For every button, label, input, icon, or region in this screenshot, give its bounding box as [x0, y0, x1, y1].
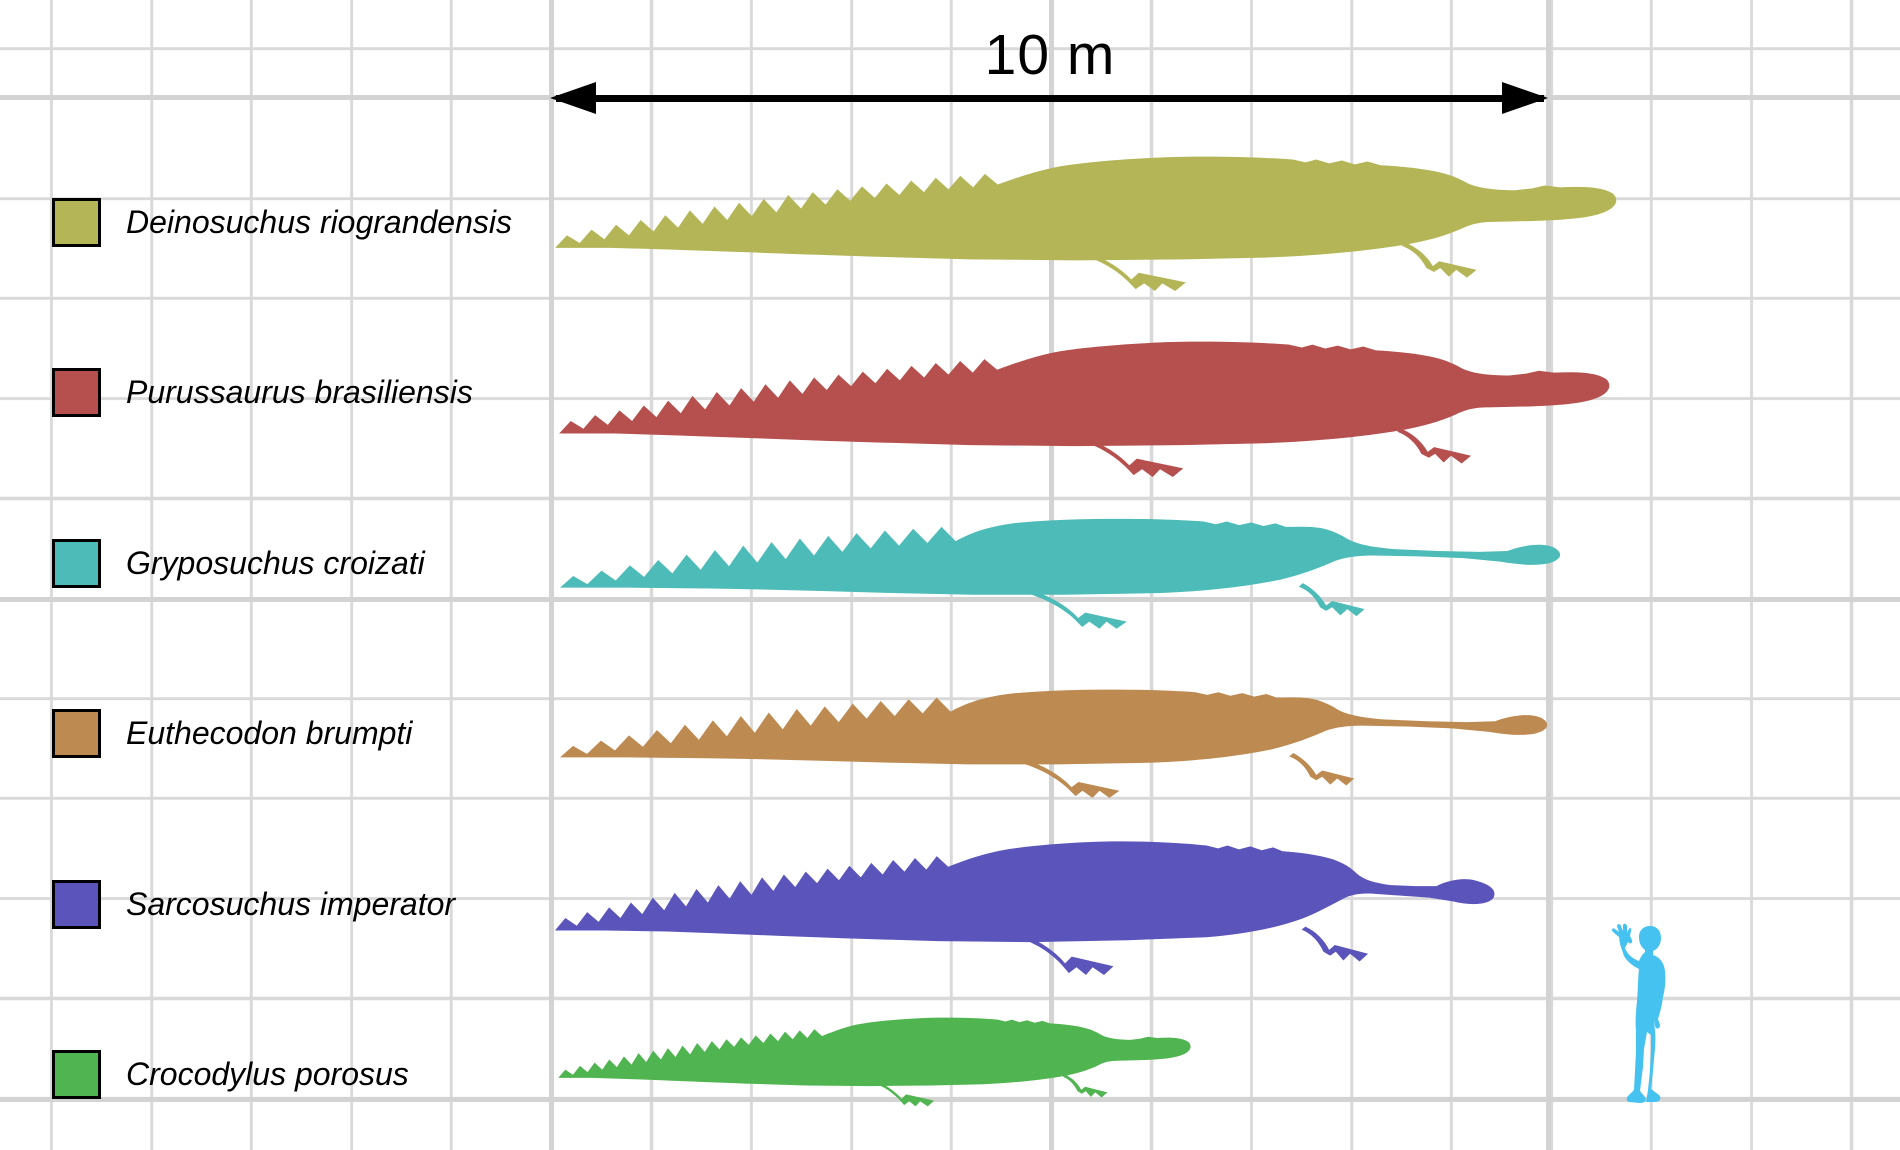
legend-swatch-deinosuchus: [52, 197, 101, 247]
legend-row-euthecodon: Euthecodon brumpti: [52, 708, 412, 758]
silhouette-gryposuchus: [560, 518, 1561, 629]
legend-swatch-gryposuchus: [52, 538, 101, 588]
legend-row-purussaurus: Purussaurus brasiliensis: [52, 367, 473, 417]
legend-label-gryposuchus: Gryposuchus croizati: [126, 544, 425, 581]
grid-major-hline-middle: [0, 597, 1900, 602]
human-scale-figure: [1611, 923, 1666, 1103]
legend-label-crocodylus: Crocodylus porosus: [126, 1055, 409, 1092]
legend-label-sarcosuchus: Sarcosuchus imperator: [126, 885, 456, 922]
legend-label-deinosuchus: Deinosuchus riograndensis: [126, 203, 512, 240]
silhouette-purussaurus: [559, 341, 1610, 478]
silhouette-sarcosuchus: [554, 841, 1495, 975]
grid-major-vline-0m: [549, 0, 554, 1150]
legend-swatch-purussaurus: [52, 367, 101, 417]
legend-row-sarcosuchus: Sarcosuchus imperator: [52, 879, 455, 929]
legend-label-euthecodon: Euthecodon brumpti: [126, 714, 413, 751]
scale-bar-arrowhead-left-icon: [550, 82, 596, 114]
scale-bar-line: [556, 95, 1544, 102]
legend-row-deinosuchus: Deinosuchus riograndensis: [52, 197, 512, 247]
legend-swatch-crocodylus: [52, 1049, 101, 1099]
legend-swatch-sarcosuchus: [52, 879, 101, 929]
legend-label-purussaurus: Purussaurus brasiliensis: [126, 373, 473, 410]
grid-major-hline-bottom: [0, 1097, 1900, 1102]
legend-row-crocodylus: Crocodylus porosus: [52, 1049, 409, 1099]
silhouette-euthecodon: [559, 689, 1548, 798]
legend-swatch-euthecodon: [52, 708, 101, 758]
silhouette-deinosuchus: [555, 156, 1617, 292]
silhouette-crocodylus-porosus: [558, 1017, 1191, 1107]
scale-bar-arrowhead-right-icon: [1502, 82, 1548, 114]
legend-row-gryposuchus: Gryposuchus croizati: [52, 538, 425, 588]
scale-bar-label: 10 m: [984, 23, 1116, 87]
grid-major-vline-10m: [1546, 0, 1551, 1150]
